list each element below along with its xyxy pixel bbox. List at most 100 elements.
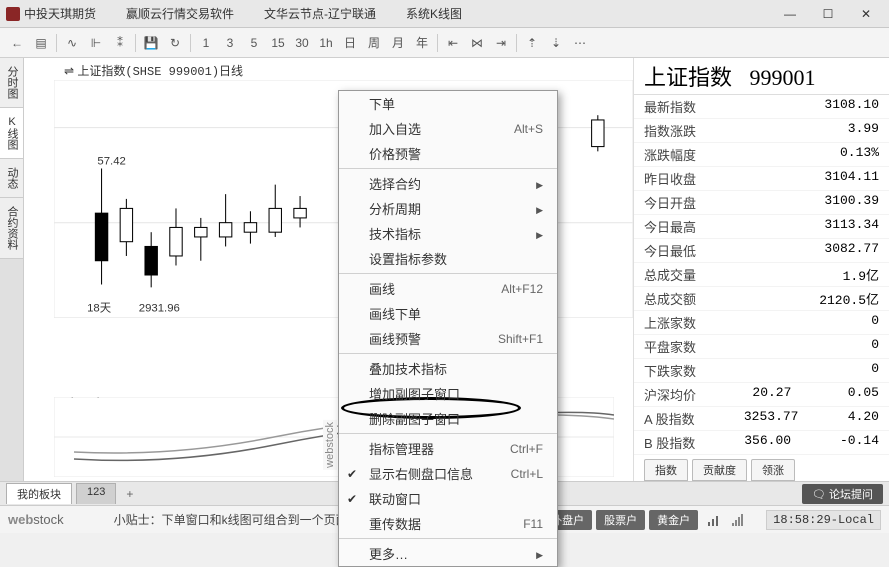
- ctx-shortcut: [536, 177, 543, 191]
- bottom-tab[interactable]: 我的板块: [6, 483, 72, 504]
- ctx-item[interactable]: 下单: [339, 91, 557, 116]
- ctx-item[interactable]: 技术指标: [339, 221, 557, 246]
- save-icon[interactable]: 💾: [140, 32, 162, 54]
- ctx-item[interactable]: 选择合约: [339, 171, 557, 196]
- chart-title-prefix: ⇌: [64, 64, 74, 78]
- ctx-shortcut: Shift+F1: [498, 332, 543, 346]
- bottom-tab[interactable]: 123: [76, 483, 116, 504]
- period-button-1h[interactable]: 1h: [315, 32, 337, 54]
- period-button-1[interactable]: 1: [195, 32, 217, 54]
- ctx-label: 画线下单: [369, 304, 421, 323]
- forum-button[interactable]: 🗨 论坛提问: [802, 484, 883, 504]
- quote-value: 3.99: [848, 121, 879, 140]
- ctx-item[interactable]: 画线预警Shift+F1: [339, 326, 557, 351]
- quote-value: 0: [871, 337, 879, 356]
- quote-value: 1.9亿: [843, 265, 879, 284]
- quote-label: 平盘家数: [644, 337, 696, 356]
- ctx-shortcut: [536, 547, 543, 561]
- ctx-label: 画线: [369, 279, 395, 298]
- period-button-5[interactable]: 5: [243, 32, 265, 54]
- period-button-日[interactable]: 日: [339, 32, 361, 54]
- account-tab[interactable]: 股票户: [596, 510, 645, 530]
- toolbar: ← ▤ ∿ ⊩ ⁑ 💾 ↻ 13515301h日周月年 ⇤ ⋈ ⇥ ⇡ ⇣ ⋯: [0, 28, 889, 58]
- quote-value: 0.13%: [840, 145, 879, 164]
- period-button-年[interactable]: 年: [411, 32, 433, 54]
- list-icon[interactable]: ▤: [30, 32, 52, 54]
- chart-line-icon[interactable]: ∿: [61, 32, 83, 54]
- vtab-3[interactable]: 合约资料: [0, 198, 23, 259]
- candle2-icon[interactable]: ⁑: [109, 32, 131, 54]
- scrunch-right-icon[interactable]: ⇥: [490, 32, 512, 54]
- compress-icon[interactable]: ⇣: [545, 32, 567, 54]
- ctx-item[interactable]: 画线下单: [339, 301, 557, 326]
- period-button-周[interactable]: 周: [363, 32, 385, 54]
- quote-label: 今日最高: [644, 217, 696, 236]
- refresh-icon[interactable]: ↻: [164, 32, 186, 54]
- candle-icon[interactable]: ⊩: [85, 32, 107, 54]
- quote-row: 今日最低 3082.77: [634, 239, 889, 263]
- quote-tab[interactable]: 领涨: [751, 459, 795, 481]
- ctx-separator: [339, 538, 557, 539]
- ctx-item[interactable]: 分析周期: [339, 196, 557, 221]
- scrunch-left-icon[interactable]: ⇤: [442, 32, 464, 54]
- quote-label: 沪深均价: [644, 385, 696, 404]
- ctx-item[interactable]: 加入自选Alt+S: [339, 116, 557, 141]
- period-button-15[interactable]: 15: [267, 32, 289, 54]
- quote-row: 总成交额 2120.5亿: [634, 287, 889, 311]
- ctx-item[interactable]: ✔联动窗口: [339, 486, 557, 511]
- forum-icon: 🗨: [812, 489, 826, 501]
- quote-v2: -0.14: [840, 433, 879, 452]
- ctx-label: 加入自选: [369, 119, 421, 138]
- svg-text:KD(9,3,3) K 80.58↓ D 79.98↑: KD(9,3,3) K 80.58↓ D 79.98↑: [54, 397, 195, 398]
- quote-label: B 股指数: [644, 433, 695, 452]
- period-button-月[interactable]: 月: [387, 32, 409, 54]
- ctx-item[interactable]: 重传数据F11: [339, 511, 557, 536]
- ctx-item[interactable]: 叠加技术指标: [339, 356, 557, 381]
- ctx-label: 删除副图子窗口: [369, 409, 460, 428]
- vtab-2[interactable]: 动态: [0, 159, 23, 198]
- quote-label: 最新指数: [644, 97, 696, 116]
- ctx-label: 更多…: [369, 544, 408, 563]
- ctx-item[interactable]: 价格预警: [339, 141, 557, 166]
- quote-tab[interactable]: 贡献度: [692, 459, 747, 481]
- ctx-item[interactable]: 增加副图子窗口: [339, 381, 557, 406]
- vtab-1[interactable]: K线图: [0, 108, 23, 159]
- quote-tab[interactable]: 指数: [644, 459, 688, 481]
- app-icon: [6, 7, 20, 21]
- quote-value: 3113.34: [824, 217, 879, 236]
- ctx-item[interactable]: ✔显示右侧盘口信息Ctrl+L: [339, 461, 557, 486]
- vtab-0[interactable]: 分时图: [0, 58, 23, 108]
- ctx-label: 指标管理器: [369, 439, 434, 458]
- ctx-label: 下单: [369, 94, 395, 113]
- period-button-30[interactable]: 30: [291, 32, 313, 54]
- logo-text: stock: [33, 512, 63, 527]
- ctx-item[interactable]: 更多…: [339, 541, 557, 566]
- app-sub1: 赢顺云行情交易软件: [126, 5, 234, 22]
- ctx-item[interactable]: 删除副图子窗口: [339, 406, 557, 431]
- svg-text:57.42: 57.42: [97, 155, 125, 167]
- link-icon[interactable]: ⋈: [466, 32, 488, 54]
- quote-row: 总成交量 1.9亿: [634, 263, 889, 287]
- ctx-shortcut: [536, 202, 543, 216]
- period-button-3[interactable]: 3: [219, 32, 241, 54]
- window-buttons: — ☐ ✕: [773, 4, 883, 24]
- close-button[interactable]: ✕: [849, 4, 883, 24]
- quote-row: 下跌家数 0: [634, 359, 889, 383]
- ctx-item[interactable]: 设置指标参数: [339, 246, 557, 271]
- signal-icon: [732, 514, 746, 526]
- quote-value: 3082.77: [824, 241, 879, 260]
- quote-v1: 20.27: [752, 385, 791, 404]
- ctx-item[interactable]: 指标管理器Ctrl+F: [339, 436, 557, 461]
- ctx-label: 显示右侧盘口信息: [369, 464, 473, 483]
- maximize-button[interactable]: ☐: [811, 4, 845, 24]
- add-tab-button[interactable]: +: [120, 485, 139, 503]
- ctx-shortcut: Alt+F12: [501, 282, 543, 296]
- ctx-item[interactable]: 画线 Alt+F12: [339, 276, 557, 301]
- more-icon[interactable]: ⋯: [569, 32, 591, 54]
- minimize-button[interactable]: —: [773, 4, 807, 24]
- back-button[interactable]: ←: [6, 32, 28, 54]
- account-tab[interactable]: 黄金户: [649, 510, 698, 530]
- quote-v1: 356.00: [744, 433, 791, 452]
- expand-up-icon[interactable]: ⇡: [521, 32, 543, 54]
- quote-label: 总成交量: [644, 265, 696, 284]
